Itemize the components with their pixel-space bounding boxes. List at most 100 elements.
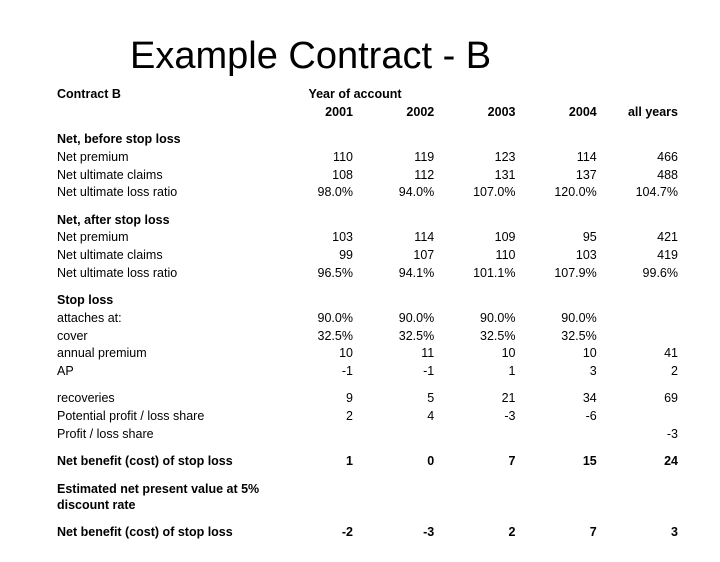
- row-label: AP: [55, 363, 274, 381]
- cell: 32.5%: [436, 328, 517, 346]
- contract-label: Contract B: [55, 86, 274, 104]
- year-of-account-header: Year of account: [274, 86, 437, 104]
- row-label: cover: [55, 328, 274, 346]
- cell: 98.0%: [274, 184, 355, 202]
- cell: -3: [355, 524, 436, 542]
- cell: 15: [517, 453, 598, 471]
- cell: [355, 212, 436, 230]
- row-label: Net premium: [55, 229, 274, 247]
- cell: [517, 212, 598, 230]
- cell: 9: [274, 390, 355, 408]
- cell: 107.0%: [436, 184, 517, 202]
- cell: 107: [355, 247, 436, 265]
- row-label: annual premium: [55, 345, 274, 363]
- cell: 4: [355, 408, 436, 426]
- row-label: Net benefit (cost) of stop loss: [55, 453, 274, 471]
- row-label: [55, 104, 274, 122]
- row-label: Potential profit / loss share: [55, 408, 274, 426]
- cell: 104.7%: [599, 184, 680, 202]
- cell: 24: [599, 453, 680, 471]
- cell: [599, 408, 680, 426]
- cell: 137: [517, 167, 598, 185]
- slide-title: Example Contract - B: [130, 35, 680, 78]
- cell: 7: [436, 453, 517, 471]
- cell: [517, 131, 598, 149]
- cell: 5: [355, 390, 436, 408]
- cell: [436, 131, 517, 149]
- cell: 131: [436, 167, 517, 185]
- cell: [599, 212, 680, 230]
- cell: 2: [436, 524, 517, 542]
- cell: [436, 426, 517, 444]
- cell: [436, 212, 517, 230]
- cell: [274, 292, 355, 310]
- cell: [274, 131, 355, 149]
- row-label: Profit / loss share: [55, 426, 274, 444]
- cell: [599, 481, 680, 514]
- cell: 32.5%: [517, 328, 598, 346]
- row-label: Net ultimate loss ratio: [55, 184, 274, 202]
- cell: 3: [517, 363, 598, 381]
- cell: [274, 481, 355, 514]
- cell: [436, 292, 517, 310]
- cell: 90.0%: [517, 310, 598, 328]
- cell: [355, 131, 436, 149]
- row-label: Net, before stop loss: [55, 131, 274, 149]
- cell: 2002: [355, 104, 436, 122]
- cell: 114: [517, 149, 598, 167]
- cell: [517, 292, 598, 310]
- cell: 466: [599, 149, 680, 167]
- cell: [599, 292, 680, 310]
- cell: -3: [599, 426, 680, 444]
- cell: 107.9%: [517, 265, 598, 283]
- cell: 2004: [517, 104, 598, 122]
- cell: 2: [274, 408, 355, 426]
- cell: 2003: [436, 104, 517, 122]
- cell: 114: [355, 229, 436, 247]
- cell: 21: [436, 390, 517, 408]
- row-label: Net ultimate claims: [55, 167, 274, 185]
- cell: 419: [599, 247, 680, 265]
- cell: [355, 292, 436, 310]
- cell: 0: [355, 453, 436, 471]
- cell: 11: [355, 345, 436, 363]
- cell: 94.1%: [355, 265, 436, 283]
- row-label: Net benefit (cost) of stop loss: [55, 524, 274, 542]
- cell: 34: [517, 390, 598, 408]
- row-label: Estimated net present value at 5% discou…: [55, 481, 274, 514]
- cell: 421: [599, 229, 680, 247]
- cell: -3: [436, 408, 517, 426]
- cell: [599, 328, 680, 346]
- cell: -1: [355, 363, 436, 381]
- row-label: Net, after stop loss: [55, 212, 274, 230]
- cell: [274, 426, 355, 444]
- cell: 96.5%: [274, 265, 355, 283]
- cell: 103: [517, 247, 598, 265]
- cell: -2: [274, 524, 355, 542]
- cell: 488: [599, 167, 680, 185]
- cell: 32.5%: [355, 328, 436, 346]
- row-label: Net premium: [55, 149, 274, 167]
- row-label: Stop loss: [55, 292, 274, 310]
- cell: 109: [436, 229, 517, 247]
- cell: -1: [274, 363, 355, 381]
- cell: 110: [436, 247, 517, 265]
- cell: 2001: [274, 104, 355, 122]
- cell: -6: [517, 408, 598, 426]
- cell: 41: [599, 345, 680, 363]
- cell: [517, 426, 598, 444]
- cell: 10: [517, 345, 598, 363]
- row-label: recoveries: [55, 390, 274, 408]
- cell: 2: [599, 363, 680, 381]
- cell: 108: [274, 167, 355, 185]
- cell: [355, 481, 436, 514]
- row-label: Net ultimate claims: [55, 247, 274, 265]
- cell: 94.0%: [355, 184, 436, 202]
- cell: 95: [517, 229, 598, 247]
- cell: 103: [274, 229, 355, 247]
- cell: [436, 481, 517, 514]
- cell: 1: [274, 453, 355, 471]
- row-label: Net ultimate loss ratio: [55, 265, 274, 283]
- cell: 90.0%: [436, 310, 517, 328]
- cell: 112: [355, 167, 436, 185]
